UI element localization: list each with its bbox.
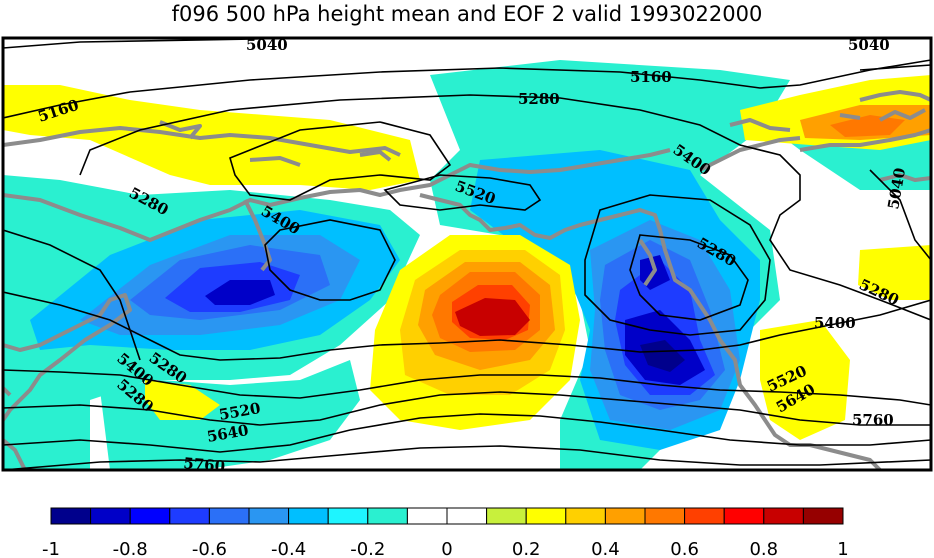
colorbar-tick-label: 0.4 — [591, 539, 620, 558]
contour-label: 5040 — [246, 36, 288, 54]
plot-frame — [1, 36, 933, 472]
colorbar-box — [208, 507, 250, 525]
colorbar-tick-label: -0.8 — [113, 539, 148, 558]
colorbar-tick-label: 0.2 — [512, 539, 541, 558]
height-contours — [3, 38, 931, 470]
colorbar-box — [486, 507, 527, 525]
colorbar-box — [129, 507, 171, 525]
contour-label: 5040 — [848, 36, 890, 54]
colorbar-box — [723, 507, 765, 525]
chart-title: f096 500 hPa height mean and EOF 2 valid… — [171, 2, 763, 26]
colorbar-tick-label: -0.6 — [192, 539, 227, 558]
colorbar-box — [763, 507, 804, 525]
colorbar-tick-label: 1 — [837, 539, 848, 558]
contour-label: 5280 — [518, 90, 560, 108]
colorbar-tick-label: -0.2 — [350, 539, 385, 558]
contour-label: 5160 — [630, 68, 672, 86]
colorbar-box — [644, 507, 686, 525]
colorbar-tick-label: 0.6 — [670, 539, 699, 558]
colorbar-tick-label: 0.8 — [749, 539, 778, 558]
colorbar-box — [446, 507, 488, 525]
colorbar-box — [90, 507, 131, 525]
eof-shading-positive — [3, 75, 931, 440]
colorbar-tick-label: -0.4 — [271, 539, 306, 558]
contour-label: 5400 — [814, 314, 856, 332]
colorbar-box — [169, 507, 210, 525]
colorbar-box — [604, 507, 646, 525]
colorbar-tick-label: 0 — [441, 539, 452, 558]
colorbar-box — [248, 507, 290, 525]
contour-label: 5760 — [183, 454, 226, 476]
colorbar-box — [288, 507, 329, 525]
colorbar-tick-labels: -1 -0.8 -0.6 -0.4 -0.2 0 0.2 0.4 0.6 0.8 1 — [42, 539, 849, 558]
colorbar-box — [367, 507, 408, 525]
colorbar-box — [406, 507, 448, 525]
colorbar-boxes — [50, 507, 844, 525]
colorbar-tick-label: -1 — [42, 539, 60, 558]
colorbar-box — [525, 507, 567, 525]
colorbar-box — [684, 507, 725, 525]
colorbar-box — [565, 507, 606, 525]
colorbar-box — [802, 507, 844, 525]
colorbar-box — [327, 507, 369, 525]
contour-label: 5760 — [852, 411, 894, 429]
colorbar-box — [50, 507, 92, 525]
